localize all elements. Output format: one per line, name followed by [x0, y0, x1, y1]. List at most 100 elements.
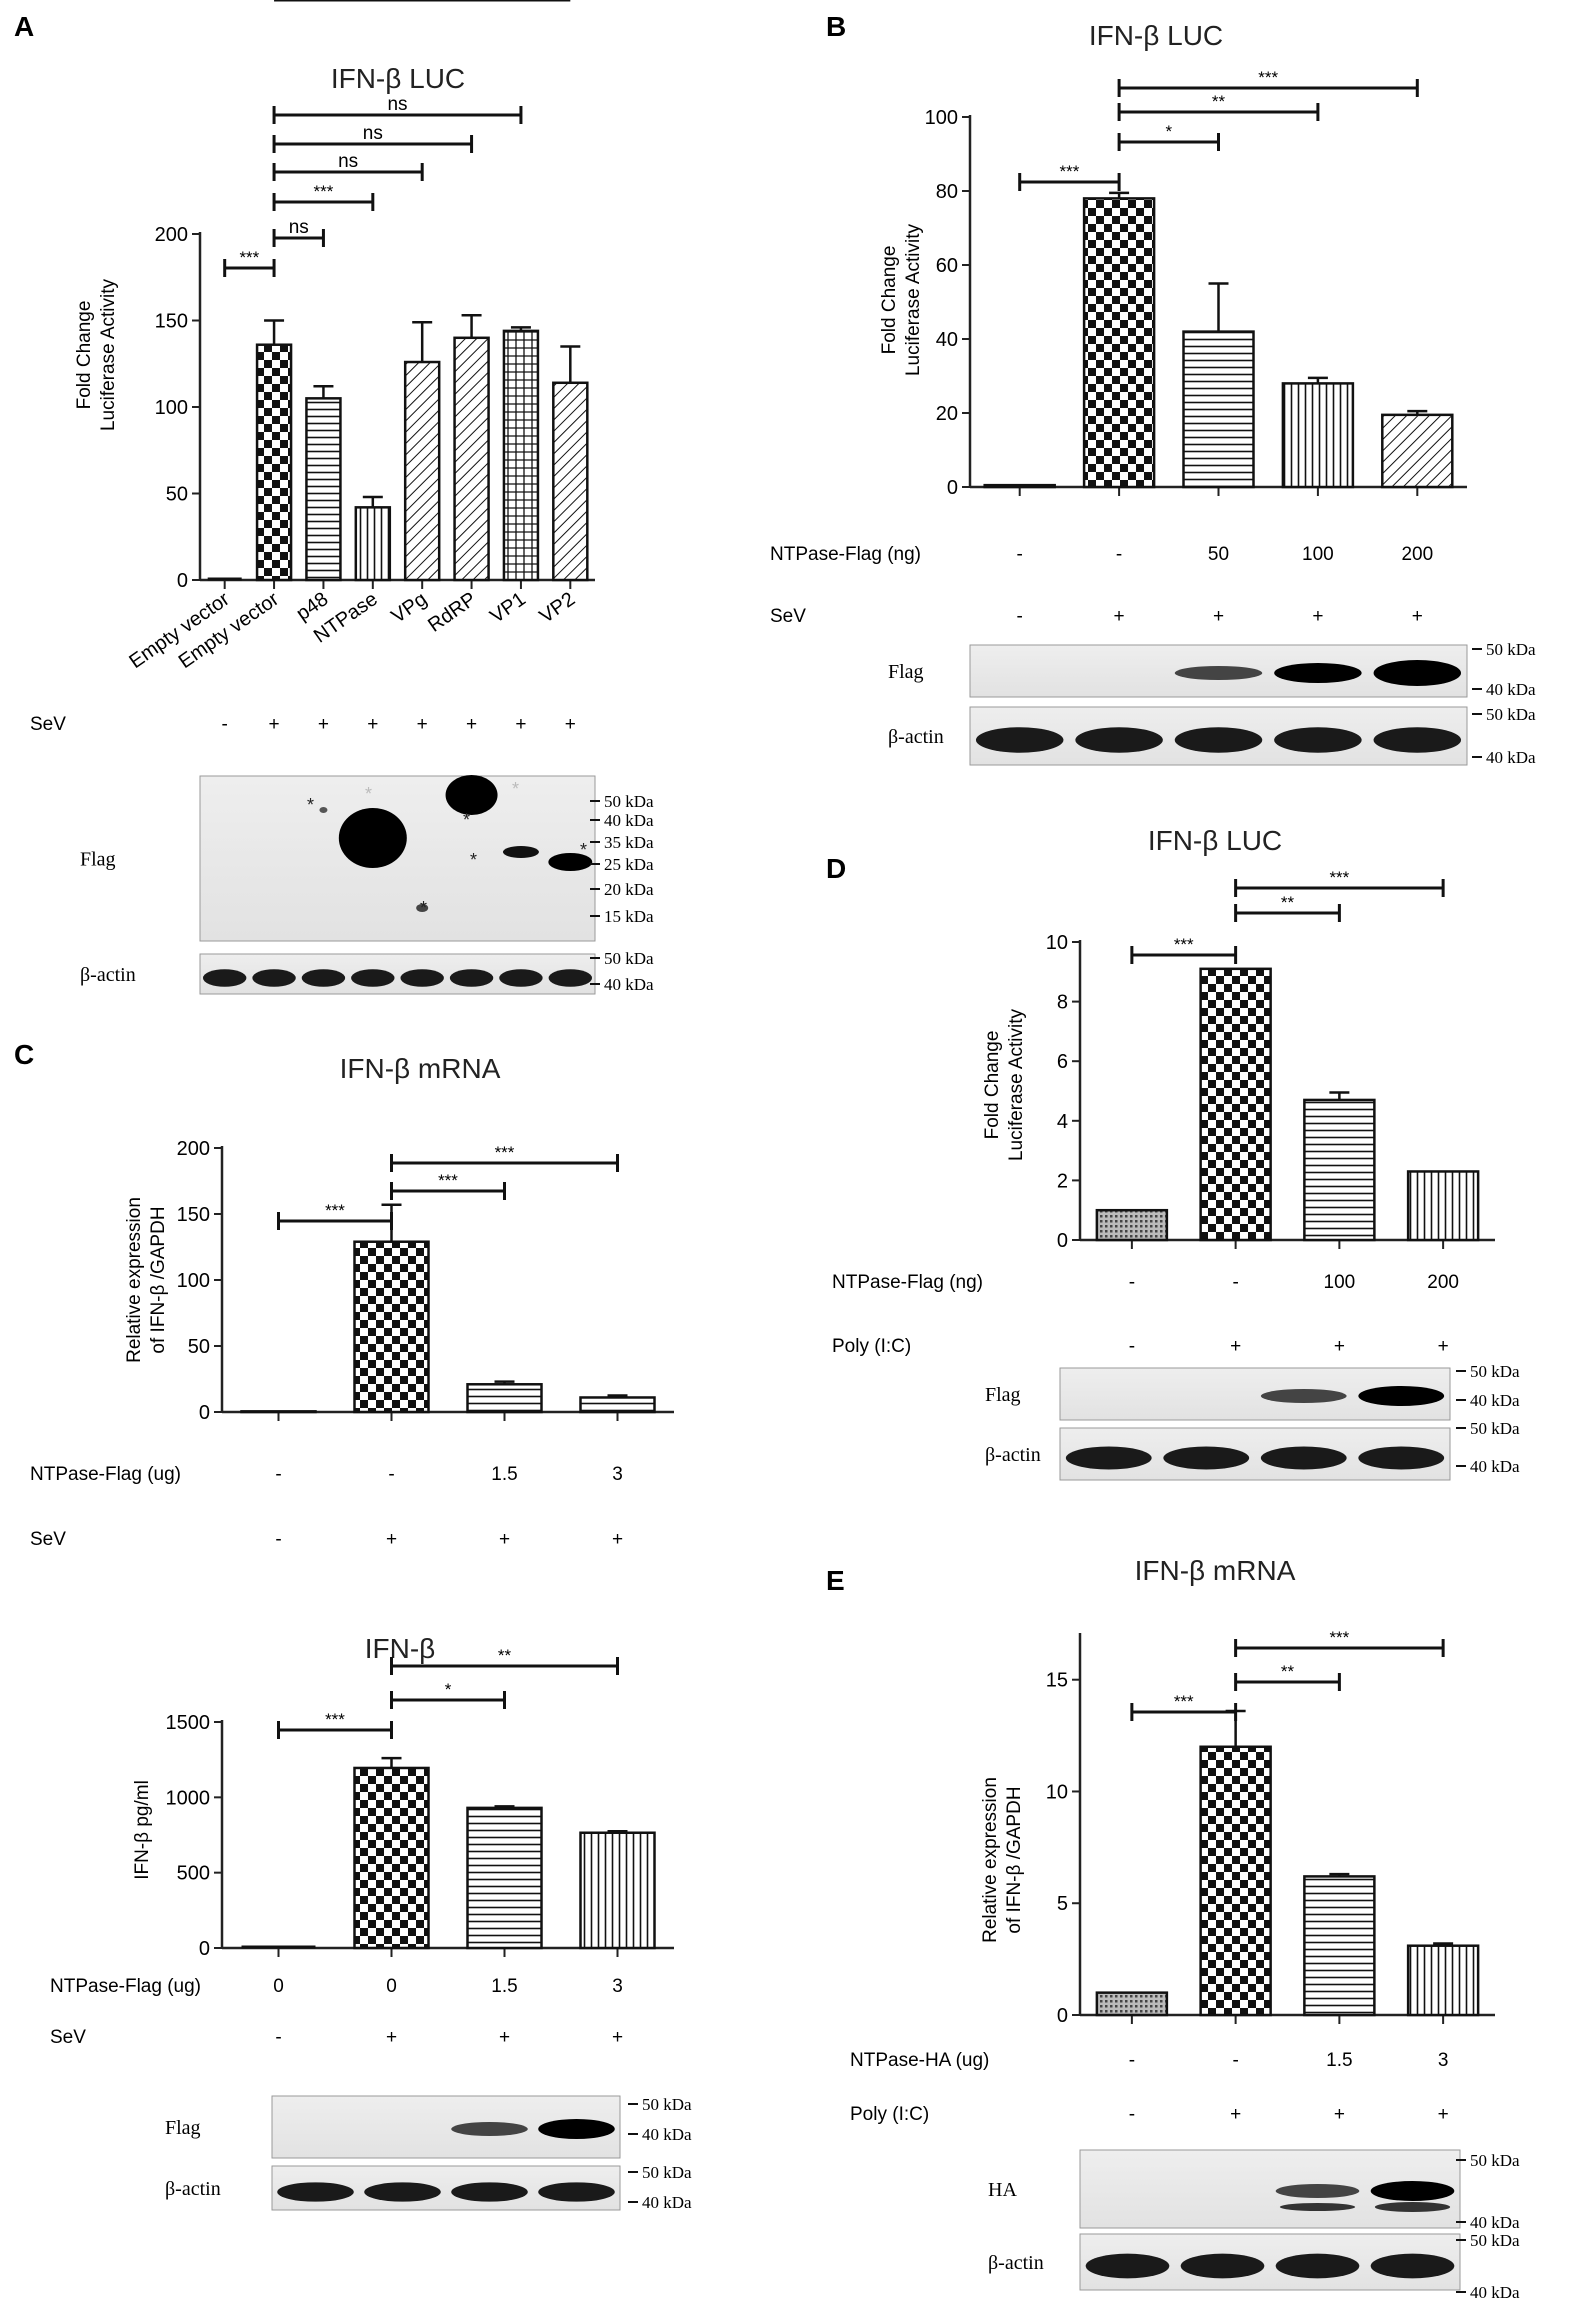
condition-value: 0: [273, 1976, 284, 1997]
condition-value: +: [417, 714, 428, 735]
bar: [1281, 382, 1355, 489]
blot-label: β-actin: [985, 1444, 1041, 1466]
chart-C1: IFN-β mRNA 0 50 100 150 200 Relative expressio…: [30, 1053, 674, 1550]
bar: [466, 1383, 543, 1414]
bar: [255, 343, 293, 582]
blot-band: [1275, 2184, 1360, 2198]
y-tick-label: 2: [1057, 1170, 1068, 1192]
blot-band: [548, 853, 593, 871]
blot-label: β-actin: [165, 2178, 221, 2200]
condition-value: +: [386, 1529, 397, 1550]
condition-value: +: [1438, 2104, 1449, 2125]
sig-label: ns: [289, 217, 309, 238]
sig-label: **: [498, 1646, 512, 1665]
condition-value: -: [222, 714, 228, 735]
blot-band: [338, 808, 407, 868]
condition-label: NTPase-Flag (ng): [770, 544, 921, 565]
blot-band: [449, 969, 494, 987]
blot-band: [1174, 727, 1263, 753]
blot-band: [1065, 1446, 1152, 1470]
chart-title: IFN-β mRNA: [340, 1053, 501, 1084]
blot-label: Flag: [985, 1384, 1021, 1406]
condition-value: -: [1017, 606, 1023, 627]
y-tick-label: 200: [155, 224, 188, 246]
marker-label: 50 kDa: [1486, 640, 1536, 659]
sig-label: ***: [325, 1710, 345, 1729]
sig-label: ***: [325, 1201, 345, 1220]
bar: [579, 1831, 656, 1950]
sig-label: *: [1165, 122, 1172, 141]
blot-band: [502, 846, 539, 858]
x-tick-label: VP1: [486, 588, 530, 628]
condition-value: 3: [612, 1976, 623, 1997]
condition-value: +: [612, 1529, 623, 1550]
condition-value: -: [1129, 2104, 1135, 2125]
y-tick-label: 0: [1057, 2005, 1068, 2027]
condition-value: +: [318, 714, 329, 735]
x-tick-label: VP2: [536, 588, 580, 628]
y-tick-label: 4: [1057, 1111, 1068, 1133]
bar: [240, 1410, 317, 1414]
condition-label: SeV: [30, 1529, 66, 1550]
condition-value: -: [275, 1529, 281, 1550]
condition-value: 100: [1302, 544, 1334, 565]
marker-label: 50 kDa: [1486, 705, 1536, 724]
blot-band: [202, 969, 247, 987]
sig-label: ***: [1059, 162, 1079, 181]
band-star: *: [307, 795, 314, 815]
y-tick-label: 60: [936, 255, 958, 277]
bar: [983, 483, 1056, 489]
bar: [1303, 1875, 1376, 2017]
bar: [466, 1806, 543, 1950]
marker-label: 50 kDa: [1470, 1362, 1520, 1381]
condition-value: +: [1334, 2104, 1345, 2125]
condition-value: 1.5: [1326, 2050, 1352, 2071]
sig-label: **: [1281, 1662, 1295, 1681]
blot-band: [1180, 2253, 1265, 2279]
blot-label: β-actin: [988, 2252, 1044, 2274]
marker-label: 50 kDa: [642, 2095, 692, 2114]
blot-band: [364, 2182, 441, 2202]
chart-title: IFN-β LUC: [1148, 825, 1282, 856]
blot-band: [1085, 2253, 1170, 2279]
marker-label: 50 kDa: [642, 2163, 692, 2182]
sig-label: ***: [1329, 868, 1349, 887]
band-star: *: [470, 850, 477, 870]
condition-value: -: [275, 2027, 281, 2048]
y-tick-label: 6: [1057, 1051, 1068, 1073]
blot-band: [400, 969, 444, 987]
condition-value: -: [388, 1464, 394, 1485]
condition-label: SeV: [30, 714, 66, 735]
condition-value: -: [1129, 2050, 1135, 2071]
sig-label: ***: [495, 1143, 515, 1162]
y-tick-label: 8: [1057, 992, 1068, 1014]
marker-label: 25 kDa: [604, 855, 654, 874]
marker-label: 40 kDa: [604, 975, 654, 994]
marker-label: 40 kDa: [1486, 680, 1536, 699]
blot-band: [499, 969, 543, 987]
y-tick-label: 1500: [166, 1712, 211, 1734]
chart-title: IFN-β mRNA: [1135, 1555, 1296, 1586]
blot-band: [1358, 1386, 1445, 1406]
marker-label: 40 kDa: [1470, 2213, 1520, 2232]
condition-value: +: [1114, 606, 1125, 627]
condition-value: 100: [1324, 1272, 1356, 1293]
y-tick-label: 50: [166, 484, 188, 506]
y-axis-label: Fold Change Luciferase Activity: [74, 278, 119, 431]
blot-band: [1374, 2202, 1451, 2212]
condition-value: 200: [1401, 544, 1433, 565]
condition-label: NTPase-HA (ug): [850, 2050, 989, 2071]
condition-value: -: [1017, 544, 1023, 565]
marker-label: 40 kDa: [1486, 748, 1536, 767]
y-axis-label: Relative expression of IFN-β /GAPDH: [980, 1777, 1025, 1943]
y-tick-label: 50: [188, 1336, 210, 1358]
condition-value: +: [1312, 606, 1323, 627]
condition-value: +: [565, 714, 576, 735]
blot-band: [451, 2182, 528, 2202]
marker-label: 40 kDa: [642, 2125, 692, 2144]
panel-letter-D: D: [826, 853, 846, 884]
blot-label: Flag: [165, 2117, 201, 2139]
y-tick-label: 0: [199, 1402, 210, 1424]
panel-letter-E: E: [826, 1565, 845, 1596]
chart-E: IFN-β mRNA 0 5 10 15 Relative expression of IF…: [850, 1555, 1520, 2300]
